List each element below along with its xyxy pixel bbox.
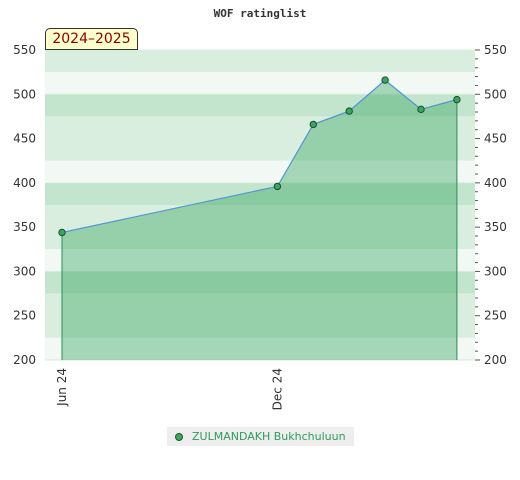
data-point <box>345 107 353 115</box>
y-tick-label-right: 500 <box>484 87 507 101</box>
grid-band <box>45 160 475 183</box>
y-tick-label-right: 350 <box>484 220 507 234</box>
y-tick-label: 200 <box>13 353 36 367</box>
y-tick-label: 300 <box>13 264 36 278</box>
data-point <box>453 95 461 104</box>
y-tick-label-right: 550 <box>484 43 507 57</box>
y-tick-label: 500 <box>13 87 36 101</box>
y-tick-label: 550 <box>13 43 36 57</box>
x-tick-label: Dec 24 <box>270 368 284 410</box>
y-tick-label-right: 300 <box>484 264 507 278</box>
y-tick-label-right: 400 <box>484 176 507 190</box>
background-bands <box>45 50 475 360</box>
series-drop-lines <box>61 99 458 360</box>
grid-band <box>45 337 475 360</box>
grid-band <box>45 182 475 205</box>
data-point <box>273 182 282 191</box>
y-tick-label-right: 200 <box>484 353 507 367</box>
data-point <box>417 105 425 114</box>
grid-band <box>45 293 475 316</box>
grid-band <box>45 138 475 161</box>
legend-marker-icon <box>175 433 183 441</box>
grid-band <box>45 271 475 294</box>
series-markers <box>58 76 461 237</box>
y-tick-label: 350 <box>13 220 36 234</box>
y-axis-right: 200 250 300 350 400 450 500 550 <box>475 43 507 367</box>
y-tick-label-right: 450 <box>484 132 507 146</box>
data-point <box>58 228 66 237</box>
chart-title: WOF ratinglist <box>214 7 307 20</box>
season-label: 2024–2025 <box>45 28 138 50</box>
grid-band <box>45 249 475 272</box>
grid-band <box>45 205 475 228</box>
y-tick-label: 450 <box>13 132 36 146</box>
grid-band <box>45 72 475 95</box>
data-point <box>381 76 389 84</box>
grid-band <box>45 50 475 73</box>
y-tick-label: 250 <box>13 309 36 323</box>
grid-band <box>45 94 475 117</box>
x-axis: Jun 24 Dec 24 <box>55 368 284 410</box>
grid-band <box>45 315 475 338</box>
y-axis-left: 200 250 300 350 400 450 500 550 <box>13 43 36 367</box>
y-tick-label: 400 <box>13 176 36 190</box>
legend: ZULMANDAKH Bukhchuluun <box>167 427 354 446</box>
legend-series-name: ZULMANDAKH Bukhchuluun <box>192 430 346 443</box>
grid-band <box>45 116 475 139</box>
grid-band <box>45 227 475 250</box>
data-point <box>309 120 317 129</box>
x-tick-label: Jun 24 <box>55 368 69 407</box>
y-tick-label-right: 250 <box>484 309 507 323</box>
series-area <box>62 80 457 360</box>
